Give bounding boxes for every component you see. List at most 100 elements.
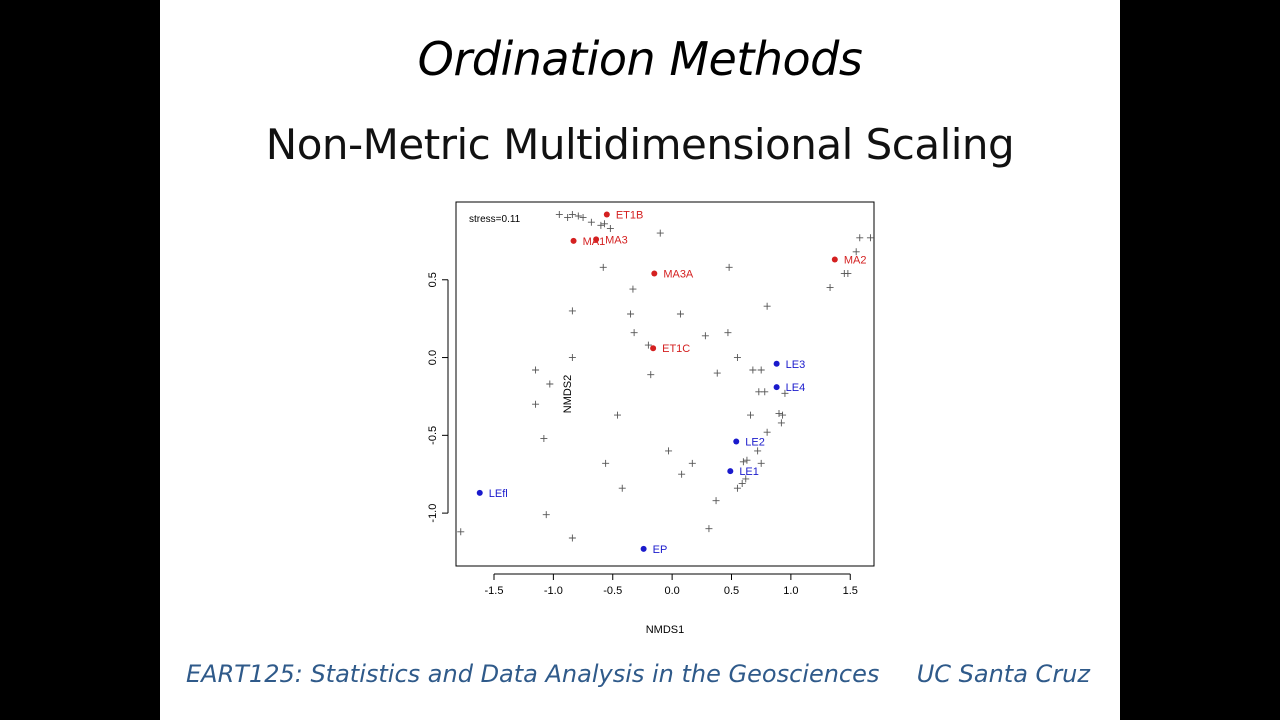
sample-point-ma2 xyxy=(831,256,838,263)
sample-label-lefl: LEfl xyxy=(489,488,508,500)
cross-marker xyxy=(644,341,652,349)
cross-marker xyxy=(777,419,785,427)
nmds-scatter-chart: -1.5 -1.0 -0.5 0.0 0.5 1.0 1.5 -1.0-0.50.00.5 … xyxy=(427,201,875,636)
cross-marker xyxy=(614,411,621,419)
x-axis: -1.5 -1.0 -0.5 0.0 0.5 1.0 1.5 xyxy=(485,573,858,597)
sample-label-le2: LE2 xyxy=(745,437,765,449)
cross-marker xyxy=(602,459,610,467)
y-axis-label: NMDS2 xyxy=(562,375,574,414)
cross-marker xyxy=(546,380,554,388)
x-tick-label: 1.0 xyxy=(783,585,798,597)
cross-marker xyxy=(866,234,874,242)
sample-point-le4 xyxy=(773,384,780,391)
sample-label-ma2: MA2 xyxy=(844,255,867,267)
cross-marker xyxy=(656,229,664,237)
cross-marker xyxy=(742,475,750,483)
cross-marker xyxy=(606,224,614,232)
y-tick-label: -1.0 xyxy=(427,504,439,523)
y-tick-label: 0.5 xyxy=(427,272,439,287)
cross-marker xyxy=(743,456,751,464)
sample-point-ma3 xyxy=(593,236,600,243)
cross-marker xyxy=(574,212,582,220)
sample-label-ma3a: MA3A xyxy=(663,269,694,281)
cross-marker xyxy=(600,220,608,228)
sample-label-et1c: ET1C xyxy=(662,343,690,355)
cross-marker xyxy=(618,484,626,492)
cross-marker xyxy=(587,218,595,226)
cross-marker xyxy=(749,366,757,374)
labeled-points: ET1B MA1 MA3 MA3A MA2 ET1C LE3 LE4 LE2 LE1 LEfl EP xyxy=(476,209,867,556)
cross-marker xyxy=(665,447,673,455)
cross-marker xyxy=(713,369,721,377)
sample-label-ma1: MA1 xyxy=(583,236,606,248)
sample-label-le3: LE3 xyxy=(786,359,806,371)
course-footer: EART125: Statistics and Data Analysis in… xyxy=(186,660,880,688)
cross-marker xyxy=(840,270,848,278)
cross-markers xyxy=(457,210,874,542)
cross-marker xyxy=(738,480,746,488)
cross-marker xyxy=(564,214,572,222)
plot-frame xyxy=(455,201,875,567)
cross-marker xyxy=(724,329,732,337)
cross-marker xyxy=(733,354,741,362)
cross-marker xyxy=(568,210,576,218)
cross-marker xyxy=(763,428,771,436)
cross-marker xyxy=(856,234,864,242)
sample-point-lefl xyxy=(476,489,483,496)
cross-marker xyxy=(826,284,834,292)
cross-marker xyxy=(568,354,576,362)
cross-marker xyxy=(701,332,709,340)
cross-marker xyxy=(599,263,607,271)
sample-point-ma3a xyxy=(651,270,658,277)
cross-marker xyxy=(781,389,789,397)
cross-marker xyxy=(733,484,741,492)
cross-marker xyxy=(678,470,686,478)
cross-marker xyxy=(579,214,587,222)
x-tick-label: 1.5 xyxy=(843,585,858,597)
cross-marker xyxy=(457,528,465,536)
cross-marker xyxy=(705,525,713,533)
cross-marker xyxy=(627,310,635,318)
sample-point-et1b xyxy=(603,211,610,218)
y-axis: -1.0 -0.5 0.0 0.5 xyxy=(427,272,449,523)
sample-label-le4: LE4 xyxy=(786,382,806,394)
x-tick-label: -1.5 xyxy=(485,585,504,597)
y-tick-label: -0.5 xyxy=(427,426,439,445)
cross-marker xyxy=(597,221,605,229)
slide-title: Ordination Methods xyxy=(417,32,863,86)
cross-marker xyxy=(629,285,637,293)
sample-point-le3 xyxy=(773,360,780,367)
cross-marker xyxy=(757,459,765,467)
sample-point-et1c xyxy=(650,345,657,352)
sample-label-le1: LE1 xyxy=(739,466,759,478)
cross-marker xyxy=(761,388,769,396)
sample-point-ma1 xyxy=(570,237,577,244)
cross-marker xyxy=(568,534,576,542)
cross-marker xyxy=(540,434,548,442)
sample-point-ep xyxy=(640,545,647,552)
cross-marker xyxy=(630,329,638,337)
sample-point-le1 xyxy=(727,468,734,475)
institution-footer: UC Santa Cruz xyxy=(916,660,1090,688)
cross-marker xyxy=(568,307,576,315)
cross-marker xyxy=(712,497,720,505)
cross-marker xyxy=(555,210,563,218)
sample-point-le2 xyxy=(733,438,740,445)
cross-marker xyxy=(775,410,783,418)
cross-marker xyxy=(747,411,754,419)
stress-annotation: stress=0.11 xyxy=(469,214,521,225)
cross-marker xyxy=(779,411,787,419)
sample-label-ep: EP xyxy=(653,544,668,556)
y-tick-label: 0.0 xyxy=(427,350,439,365)
cross-marker xyxy=(755,388,763,396)
x-tick-label: 0.5 xyxy=(724,585,739,597)
cross-marker xyxy=(676,310,684,318)
slide: Ordination Methods Non-Metric Multidimen… xyxy=(160,0,1120,720)
cross-marker xyxy=(754,447,762,455)
cross-marker xyxy=(542,511,550,519)
cross-marker xyxy=(532,400,540,408)
x-tick-label: -0.5 xyxy=(603,585,622,597)
cross-marker xyxy=(757,366,765,374)
cross-marker xyxy=(763,302,771,310)
cross-marker xyxy=(688,459,696,467)
